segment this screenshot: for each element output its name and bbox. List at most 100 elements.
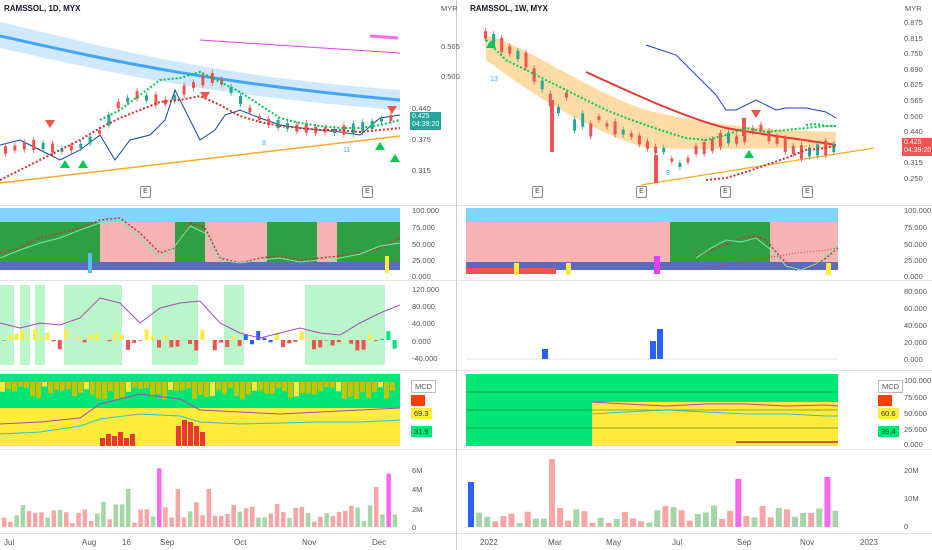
left-volume-pane[interactable] bbox=[0, 452, 400, 530]
right-currency-axis: MYR bbox=[905, 4, 922, 13]
mcd-red-bar bbox=[118, 432, 123, 446]
candle bbox=[51, 143, 54, 153]
histogram-bar bbox=[219, 340, 223, 343]
candle bbox=[380, 118, 383, 122]
left-chart-title: RAMSSOL, 1D, MYX bbox=[4, 4, 81, 13]
left-price-tick: 0.375 bbox=[412, 135, 431, 144]
left-mid-chart bbox=[0, 285, 400, 365]
right-osc-tick: 100.000 bbox=[904, 206, 932, 215]
volume-bar bbox=[759, 505, 766, 527]
mcd-top-bar bbox=[120, 382, 125, 398]
histogram-bar bbox=[355, 340, 360, 351]
right-price-tick: 0.250 bbox=[904, 174, 923, 183]
candle bbox=[173, 95, 177, 101]
left-price-pane[interactable]: RAMSSOL, 1D, MYX E E 8 11 bbox=[0, 0, 410, 205]
volume-bar bbox=[832, 510, 838, 527]
volume-bar bbox=[727, 510, 734, 527]
candle bbox=[767, 130, 771, 142]
volume-bar bbox=[274, 503, 280, 527]
candle bbox=[581, 113, 585, 127]
volume-bar bbox=[638, 521, 645, 527]
volume-bar bbox=[355, 507, 360, 527]
left-mid-pane[interactable] bbox=[0, 283, 400, 368]
candle bbox=[808, 147, 811, 157]
candle bbox=[201, 74, 205, 86]
candle bbox=[333, 128, 336, 134]
candle bbox=[13, 145, 17, 151]
candle bbox=[654, 146, 658, 154]
mcd-red-bar bbox=[200, 432, 205, 446]
mcd-top-bar bbox=[30, 382, 35, 397]
volume-bar bbox=[597, 517, 604, 527]
volume-bar bbox=[646, 522, 653, 527]
left-earnings-badge-1[interactable]: E bbox=[140, 186, 151, 198]
left-price-tick: 0.315 bbox=[412, 166, 431, 175]
candle bbox=[135, 91, 139, 99]
left-earnings-badge-2[interactable]: E bbox=[362, 186, 373, 198]
histogram-bar bbox=[157, 340, 161, 348]
right-signal-label: 8 bbox=[666, 170, 670, 177]
volume-bar bbox=[138, 509, 143, 527]
candle bbox=[573, 119, 577, 131]
mcd-red-bar bbox=[182, 420, 187, 446]
right-mid-pane[interactable] bbox=[466, 283, 838, 368]
volume-bar bbox=[231, 505, 236, 527]
left-mid-tick: 40.000 bbox=[412, 319, 435, 328]
left-osc-tick: 100.000 bbox=[412, 206, 440, 215]
candle bbox=[182, 85, 186, 95]
volume-bar bbox=[565, 520, 572, 527]
right-price-tick: 0.815 bbox=[904, 33, 923, 43]
candle bbox=[816, 144, 820, 156]
buy-marker-icon bbox=[78, 160, 88, 168]
right-vol-tick: 10M bbox=[904, 494, 919, 503]
histogram-bar bbox=[188, 340, 192, 345]
right-price-pane[interactable]: RAMSSOL, 1W, MYX E E E E 13 8 bbox=[466, 0, 874, 205]
candle bbox=[646, 141, 649, 149]
volume-bar bbox=[318, 516, 323, 527]
right-earnings-badge-1[interactable]: E bbox=[532, 186, 543, 198]
candle bbox=[662, 147, 666, 153]
mcd-top-bar bbox=[216, 382, 221, 390]
left-mcd-pane[interactable] bbox=[0, 374, 400, 446]
candle bbox=[267, 118, 271, 126]
histogram-bar bbox=[194, 340, 199, 351]
mcd-top-bar bbox=[312, 382, 317, 395]
volume-bar bbox=[70, 522, 75, 527]
right-earnings-badge-3[interactable]: E bbox=[720, 186, 731, 198]
right-volume-chart bbox=[468, 459, 838, 527]
right-osc-pane[interactable] bbox=[466, 208, 838, 278]
right-price-tick: 0.625 bbox=[904, 80, 923, 90]
left-price-value: 0.425 bbox=[412, 113, 430, 120]
mcd-top-bar bbox=[6, 382, 11, 390]
right-earnings-badge-2[interactable]: E bbox=[636, 186, 647, 198]
volume-bar bbox=[8, 521, 13, 527]
right-mid-tick: 60.000 bbox=[904, 304, 927, 313]
histogram-bar bbox=[380, 338, 385, 340]
volume-bar bbox=[662, 505, 669, 527]
mcd-top-bar bbox=[246, 382, 251, 395]
right-osc-tick: 50.000 bbox=[904, 240, 927, 249]
mcd-top-bar bbox=[198, 382, 203, 395]
volume-bar bbox=[792, 516, 798, 527]
right-date-tick: 2022 bbox=[480, 538, 498, 547]
volume-bar bbox=[57, 510, 63, 527]
mcd-top-bar bbox=[108, 382, 113, 392]
candle bbox=[589, 123, 593, 137]
volume-bar bbox=[144, 509, 150, 527]
mcd-top-bar bbox=[96, 382, 101, 399]
volume-bar bbox=[500, 516, 507, 527]
right-mcd-pane[interactable] bbox=[466, 374, 838, 446]
right-volume-pane[interactable] bbox=[466, 452, 838, 530]
volume-bar bbox=[613, 518, 620, 527]
right-mcd-value: 60.6 bbox=[878, 408, 899, 419]
volume-bar bbox=[532, 518, 539, 527]
right-mid-tick: 40.000 bbox=[904, 321, 927, 330]
left-osc-pane[interactable] bbox=[0, 208, 400, 278]
right-price-label: 0.425 04:39:20 bbox=[902, 138, 932, 156]
left-mid-tick: 120.000 bbox=[412, 285, 440, 294]
mcd-red-bar bbox=[194, 426, 199, 446]
mcd-top-bar bbox=[42, 382, 47, 387]
right-price-tick: 0.500 bbox=[904, 111, 923, 121]
mcd-top-bar bbox=[72, 382, 77, 397]
right-earnings-badge-4[interactable]: E bbox=[802, 186, 813, 198]
